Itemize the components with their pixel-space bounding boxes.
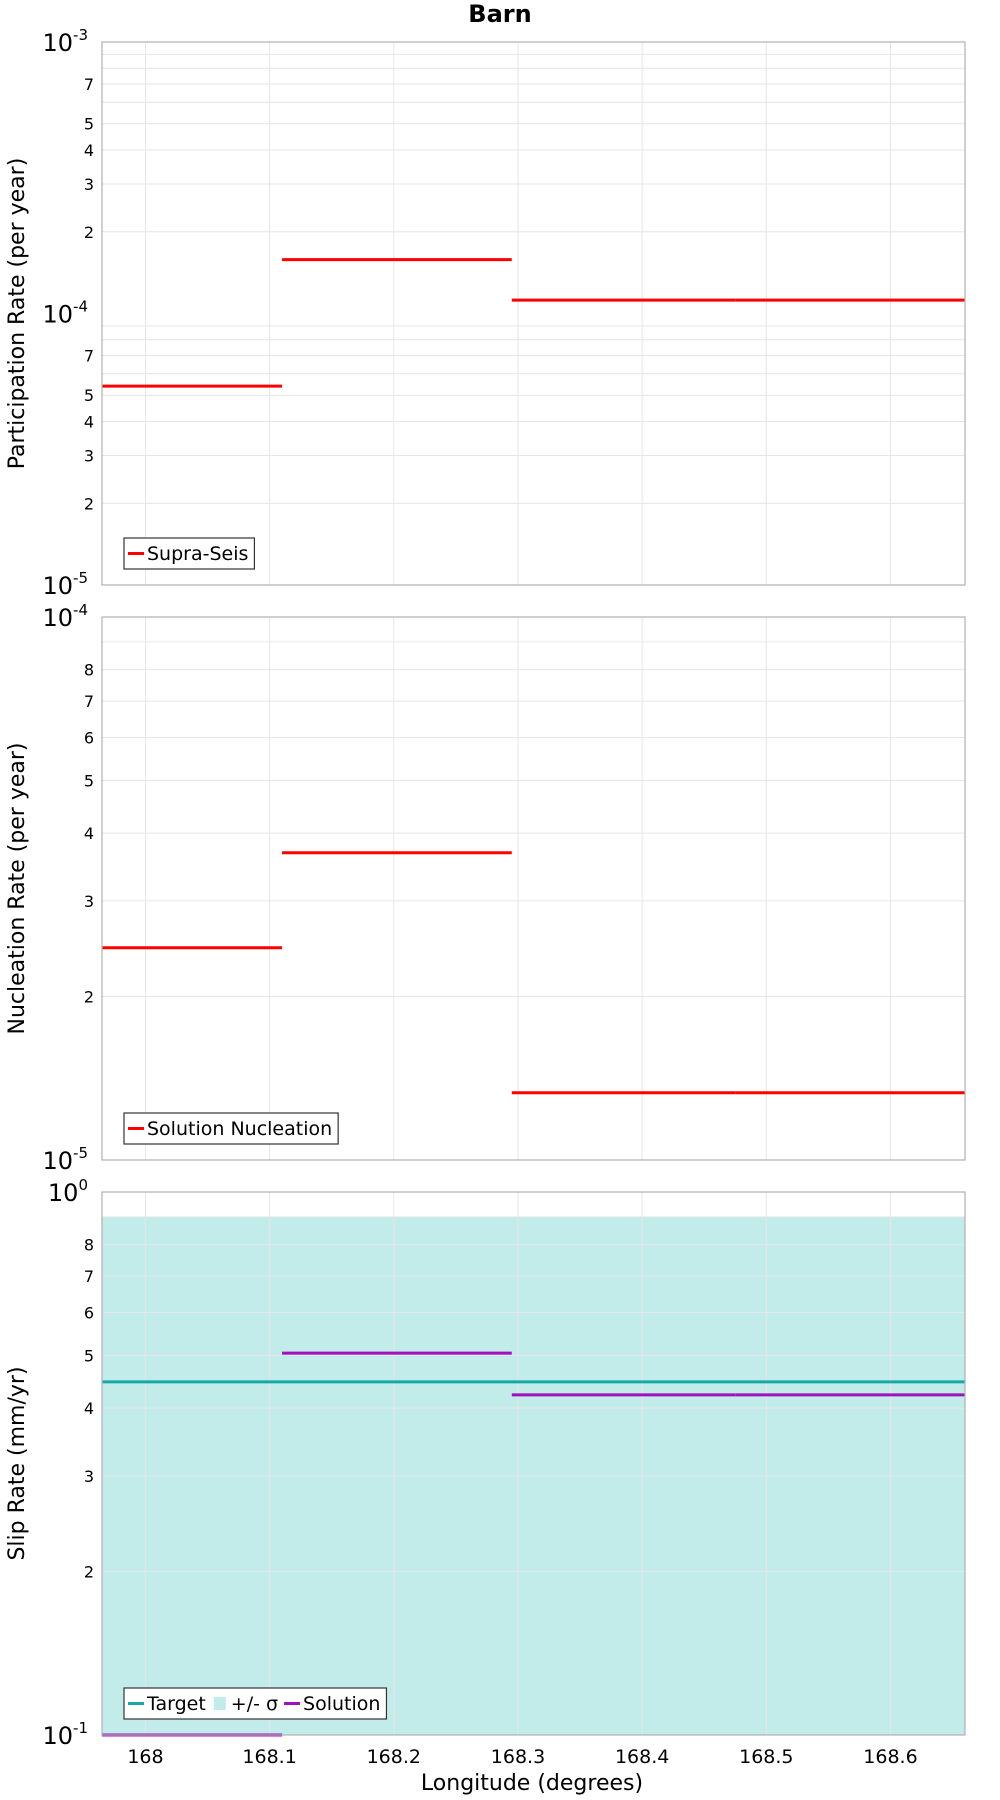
legend: Solution Nucleation: [123, 1112, 339, 1145]
y-tick-label: 5: [84, 771, 94, 790]
x-tick-label: 168.3: [491, 1746, 545, 1768]
y-tick-label: 2: [84, 494, 94, 513]
y-tick-label: 3: [84, 892, 94, 911]
y-tick-label: 4: [84, 413, 94, 432]
y-decade-label: 10-1: [42, 1719, 88, 1750]
x-tick-label: 168.6: [863, 1746, 917, 1768]
legend-box: [123, 537, 256, 570]
y-tick-label: 4: [84, 141, 94, 160]
legend: Supra-Seis: [123, 537, 256, 570]
y-tick-label: 8: [84, 1236, 94, 1255]
plot-frame: [101, 616, 966, 1161]
x-tick-label: 168.1: [242, 1746, 296, 1768]
y-tick-label: 6: [84, 1303, 94, 1322]
y-axis-label: Slip Rate (mm/yr): [5, 1366, 30, 1560]
y-axis-label: Nucleation Rate (per year): [5, 743, 30, 1035]
legend-label: +/- σ: [231, 1693, 278, 1715]
y-tick-label: 3: [84, 175, 94, 194]
x-axis-label: Longitude (degrees): [421, 1771, 643, 1796]
slip-rate-panel: 2 3 4 5 6 7 8 10-1 100 Slip Rate (mm/yr) 168 168.1 1…: [5, 1176, 966, 1768]
y-decade-label: 10-5: [42, 569, 88, 600]
y-tick-label: 8: [84, 661, 94, 680]
chart-title: Barn: [468, 0, 531, 28]
y-tick-label: 5: [84, 1346, 94, 1365]
nucleation-rate-panel: 2 3 4 5 6 7 8 10-5 10-4 Nucleation Rate (per year…: [5, 601, 966, 1175]
y-tick-label: 7: [84, 75, 94, 94]
legend-swatch: [213, 1697, 226, 1710]
x-tick-label: 168: [127, 1746, 163, 1768]
y-tick-label: 5: [84, 115, 94, 134]
y-tick-label: 7: [84, 1267, 94, 1286]
legend-box: [123, 1112, 339, 1145]
y-tick-label: 4: [84, 824, 94, 843]
legend-box: [123, 1687, 388, 1720]
y-decade-label: 10-5: [42, 1144, 88, 1175]
x-tick-label: 168.5: [739, 1746, 793, 1768]
y-tick-label: 7: [84, 347, 94, 366]
y-tick-label: 6: [84, 728, 94, 747]
y-tick-label: 2: [84, 1563, 94, 1582]
legend-label: Target: [146, 1693, 206, 1715]
participation-rate-panel: 2 3 4 5 7 2 3 4 5 7 10-5 10-4 10-3 Participation Rate…: [5, 26, 966, 600]
plot-frame: [101, 1191, 966, 1736]
plot-frame: [101, 41, 966, 586]
legend-label: Solution Nucleation: [147, 1118, 332, 1140]
legend-label: Solution: [303, 1693, 380, 1715]
y-tick-label: 3: [84, 1467, 94, 1486]
y-decade-label: 10-4: [42, 601, 88, 632]
y-tick-label: 3: [84, 446, 94, 465]
y-axis-label: Participation Rate (per year): [5, 158, 30, 470]
y-tick-label: 5: [84, 386, 94, 405]
legend-label: Supra-Seis: [147, 543, 248, 565]
y-decade-label: 10-4: [42, 298, 88, 329]
y-tick-label: 2: [84, 988, 94, 1007]
y-decade-label: 10-3: [42, 26, 88, 57]
legend: Target +/- σ Solution: [123, 1687, 388, 1720]
x-tick-label: 168.4: [615, 1746, 669, 1768]
y-decade-label: 100: [48, 1176, 88, 1207]
x-tick-label: 168.2: [367, 1746, 421, 1768]
y-tick-label: 4: [84, 1399, 94, 1418]
y-tick-label: 2: [84, 223, 94, 242]
y-tick-label: 7: [84, 692, 94, 711]
